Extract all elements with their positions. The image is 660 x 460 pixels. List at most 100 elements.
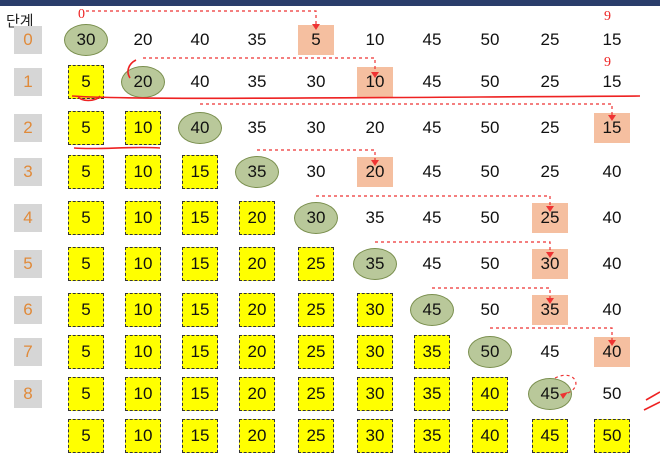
sorted-cell: 5 — [68, 65, 104, 99]
min-cell: 20 — [357, 157, 393, 187]
sorted-cell: 30 — [357, 335, 393, 369]
value-cell: 45 — [540, 342, 560, 361]
value-cell: 20 — [133, 30, 153, 49]
sorted-cell: 15 — [182, 247, 218, 281]
value-cell: 50 — [480, 208, 500, 227]
top-bar — [0, 0, 660, 6]
min-cell: 10 — [357, 67, 393, 97]
sorted-cell: 25 — [298, 247, 334, 281]
value-cell: 35 — [247, 72, 267, 91]
sorted-cell: 10 — [125, 335, 161, 369]
sorted-cell: 20 — [239, 335, 275, 369]
pivot-cell: 30 — [64, 24, 108, 56]
pivot-cell: 50 — [468, 336, 512, 368]
pivot-cell: 35 — [235, 156, 279, 188]
value-cell: 45 — [422, 118, 442, 137]
sorted-cell: 10 — [125, 247, 161, 281]
sorted-cell: 10 — [125, 293, 161, 327]
sorted-cell: 30 — [357, 419, 393, 453]
sorted-cell: 30 — [357, 377, 393, 411]
sorted-cell: 25 — [298, 335, 334, 369]
sorted-cell: 35 — [414, 419, 450, 453]
sorted-cell: 50 — [594, 419, 630, 453]
sorted-cell: 10 — [125, 155, 161, 189]
note-start-0: 0 — [78, 7, 85, 22]
value-cell: 40 — [190, 72, 210, 91]
value-cell: 40 — [602, 162, 622, 181]
sorted-cell: 5 — [68, 155, 104, 189]
sorted-cell: 5 — [68, 377, 104, 411]
sorted-cell: 15 — [182, 155, 218, 189]
sorted-cell: 25 — [298, 377, 334, 411]
sorted-cell: 10 — [125, 419, 161, 453]
sorted-cell: 5 — [68, 419, 104, 453]
value-cell: 15 — [602, 72, 622, 91]
value-cell: 50 — [480, 72, 500, 91]
value-cell: 25 — [540, 72, 560, 91]
pivot-cell: 30 — [294, 202, 338, 234]
sorted-cell: 10 — [125, 111, 161, 145]
value-cell: 20 — [365, 118, 385, 137]
sorted-cell: 5 — [68, 293, 104, 327]
sorted-cell: 35 — [414, 377, 450, 411]
value-cell: 45 — [422, 254, 442, 273]
sorted-cell: 15 — [182, 335, 218, 369]
value-cell: 35 — [247, 30, 267, 49]
sorted-cell: 20 — [239, 377, 275, 411]
pivot-cell: 45 — [528, 378, 572, 410]
value-cell: 50 — [480, 300, 500, 319]
sorted-cell: 5 — [68, 111, 104, 145]
note-end-9: 9 — [604, 9, 611, 24]
value-cell: 45 — [422, 208, 442, 227]
value-cell: 25 — [540, 30, 560, 49]
min-cell: 15 — [594, 113, 630, 143]
value-cell: 30 — [306, 118, 326, 137]
min-cell: 30 — [532, 249, 568, 279]
pivot-cell: 45 — [410, 294, 454, 326]
pivot-cell: 40 — [178, 112, 222, 144]
pivot-cell: 20 — [121, 66, 165, 98]
sorted-cell: 25 — [298, 419, 334, 453]
value-cell: 10 — [365, 30, 385, 49]
sorted-cell: 40 — [472, 377, 508, 411]
sorted-cell: 20 — [239, 247, 275, 281]
sorted-cell: 30 — [357, 293, 393, 327]
sorted-cell: 5 — [68, 201, 104, 235]
step-label: 3 — [14, 158, 42, 186]
sorted-cell: 15 — [182, 201, 218, 235]
value-cell: 45 — [422, 30, 442, 49]
step-label: 0 — [14, 26, 42, 54]
value-cell: 50 — [480, 30, 500, 49]
step-header: 단계 — [6, 13, 34, 30]
sorted-cell: 5 — [68, 335, 104, 369]
value-cell: 40 — [602, 300, 622, 319]
min-cell: 5 — [298, 25, 334, 55]
step-label: 2 — [14, 114, 42, 142]
sorted-cell: 35 — [414, 335, 450, 369]
sorted-cell: 10 — [125, 201, 161, 235]
value-cell: 30 — [306, 162, 326, 181]
step-label: 6 — [14, 296, 42, 324]
value-cell: 45 — [422, 162, 442, 181]
step-label: 4 — [14, 204, 42, 232]
value-cell: 50 — [602, 384, 622, 403]
value-cell: 50 — [480, 162, 500, 181]
value-cell: 35 — [247, 118, 267, 137]
value-cell: 50 — [480, 118, 500, 137]
value-cell: 30 — [306, 72, 326, 91]
sorted-cell: 10 — [125, 377, 161, 411]
pivot-cell: 35 — [353, 248, 397, 280]
sorted-cell: 20 — [239, 201, 275, 235]
value-cell: 40 — [190, 30, 210, 49]
sorted-cell: 5 — [68, 247, 104, 281]
sorted-cell: 20 — [239, 293, 275, 327]
sorted-cell: 45 — [532, 419, 568, 453]
sorted-cell: 25 — [298, 293, 334, 327]
min-cell: 35 — [532, 295, 568, 325]
value-cell: 50 — [480, 254, 500, 273]
sorted-cell: 15 — [182, 377, 218, 411]
min-cell: 25 — [532, 203, 568, 233]
sorted-cell: 15 — [182, 419, 218, 453]
sorted-cell: 40 — [472, 419, 508, 453]
step-label: 1 — [14, 68, 42, 96]
